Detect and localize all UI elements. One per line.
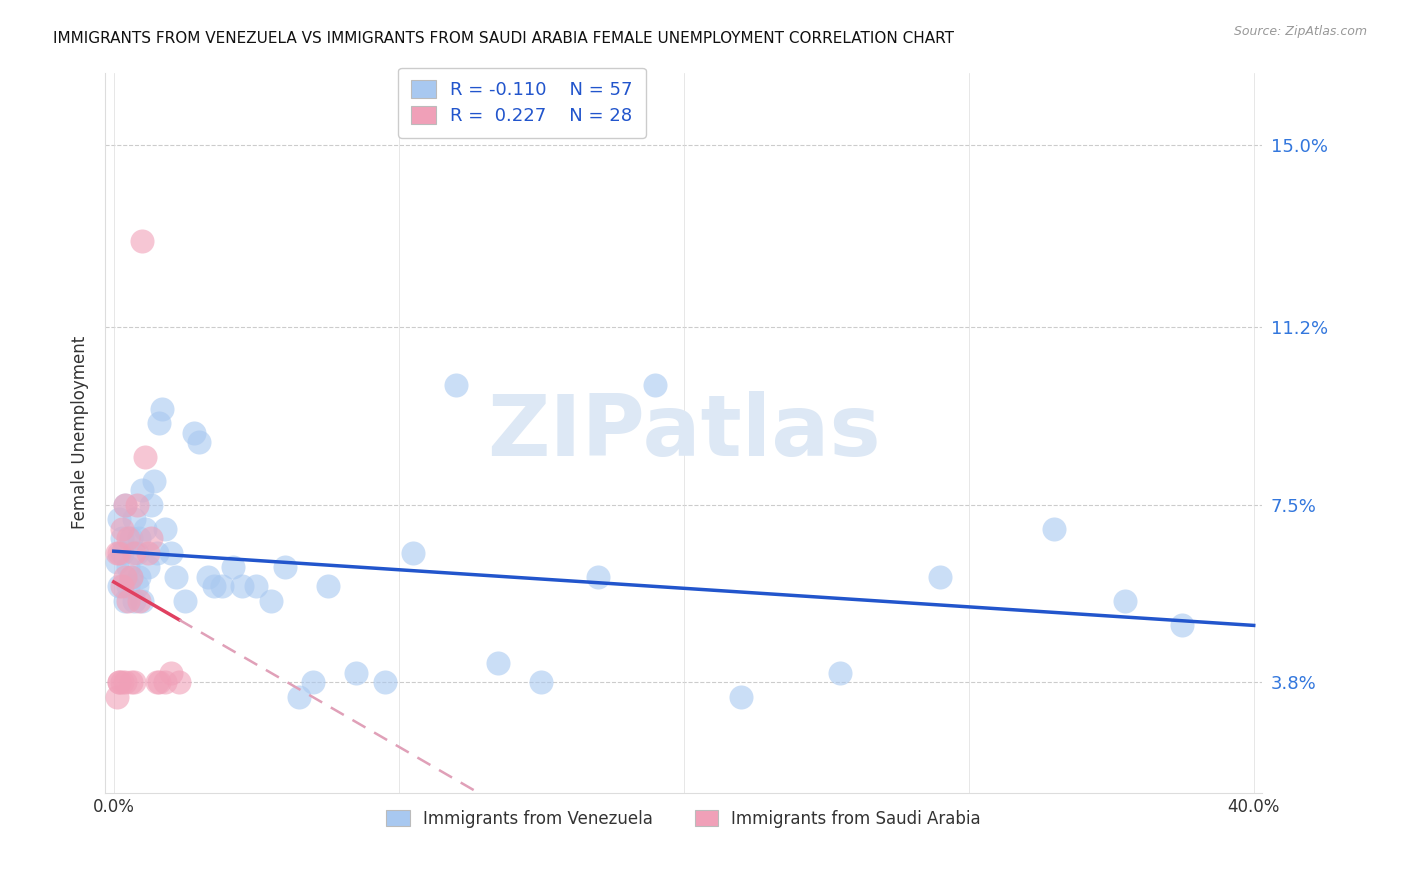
Point — [111, 675, 134, 690]
Point — [159, 546, 181, 560]
Point — [128, 570, 150, 584]
Point — [111, 532, 134, 546]
Point — [120, 532, 142, 546]
Point — [120, 570, 142, 584]
Point — [202, 579, 225, 593]
Point — [274, 560, 297, 574]
Point — [111, 522, 134, 536]
Point — [114, 675, 136, 690]
Point — [108, 675, 131, 690]
Point — [169, 675, 191, 690]
Point — [166, 570, 188, 584]
Point — [117, 560, 139, 574]
Point — [105, 690, 128, 704]
Point — [108, 546, 131, 560]
Legend: Immigrants from Venezuela, Immigrants from Saudi Arabia: Immigrants from Venezuela, Immigrants fr… — [380, 804, 987, 835]
Point — [117, 579, 139, 593]
Point — [444, 377, 467, 392]
Point — [730, 690, 752, 704]
Point — [114, 593, 136, 607]
Point — [159, 665, 181, 680]
Point — [402, 546, 425, 560]
Point — [145, 675, 167, 690]
Point — [188, 435, 211, 450]
Point — [120, 570, 142, 584]
Text: IMMIGRANTS FROM VENEZUELA VS IMMIGRANTS FROM SAUDI ARABIA FEMALE UNEMPLOYMENT CO: IMMIGRANTS FROM VENEZUELA VS IMMIGRANTS … — [53, 31, 955, 46]
Point — [139, 532, 162, 546]
Point — [929, 570, 952, 584]
Point — [125, 579, 148, 593]
Point — [122, 675, 145, 690]
Point — [125, 498, 148, 512]
Point — [117, 593, 139, 607]
Point — [148, 416, 170, 430]
Point — [830, 665, 852, 680]
Point — [120, 675, 142, 690]
Point — [136, 560, 159, 574]
Point — [148, 675, 170, 690]
Y-axis label: Female Unemployment: Female Unemployment — [72, 336, 89, 530]
Point — [530, 675, 553, 690]
Point — [134, 522, 156, 536]
Point — [131, 234, 153, 248]
Point — [344, 665, 367, 680]
Point — [1171, 617, 1194, 632]
Point — [1043, 522, 1066, 536]
Point — [373, 675, 395, 690]
Text: ZIPatlas: ZIPatlas — [486, 392, 880, 475]
Point — [105, 546, 128, 560]
Point — [231, 579, 253, 593]
Point — [259, 593, 281, 607]
Point — [150, 401, 173, 416]
Point — [197, 570, 219, 584]
Point — [245, 579, 267, 593]
Point — [134, 450, 156, 464]
Point — [122, 512, 145, 526]
Point — [136, 546, 159, 560]
Point — [1114, 593, 1136, 607]
Point — [586, 570, 609, 584]
Point — [105, 555, 128, 569]
Point — [111, 579, 134, 593]
Point — [139, 498, 162, 512]
Point — [145, 546, 167, 560]
Point — [183, 425, 205, 440]
Text: Source: ZipAtlas.com: Source: ZipAtlas.com — [1233, 25, 1367, 38]
Point — [122, 593, 145, 607]
Point — [114, 498, 136, 512]
Point — [131, 483, 153, 498]
Point — [117, 532, 139, 546]
Point — [125, 546, 148, 560]
Point — [302, 675, 325, 690]
Point — [131, 593, 153, 607]
Point — [153, 675, 176, 690]
Point — [174, 593, 197, 607]
Point — [108, 675, 131, 690]
Point — [222, 560, 245, 574]
Point — [488, 656, 510, 670]
Point — [108, 579, 131, 593]
Point — [288, 690, 311, 704]
Point — [128, 532, 150, 546]
Point — [142, 474, 165, 488]
Point — [316, 579, 339, 593]
Point — [644, 377, 666, 392]
Point — [114, 498, 136, 512]
Point — [122, 546, 145, 560]
Point — [111, 546, 134, 560]
Point — [128, 593, 150, 607]
Point — [114, 570, 136, 584]
Point — [108, 512, 131, 526]
Point — [153, 522, 176, 536]
Point — [211, 579, 233, 593]
